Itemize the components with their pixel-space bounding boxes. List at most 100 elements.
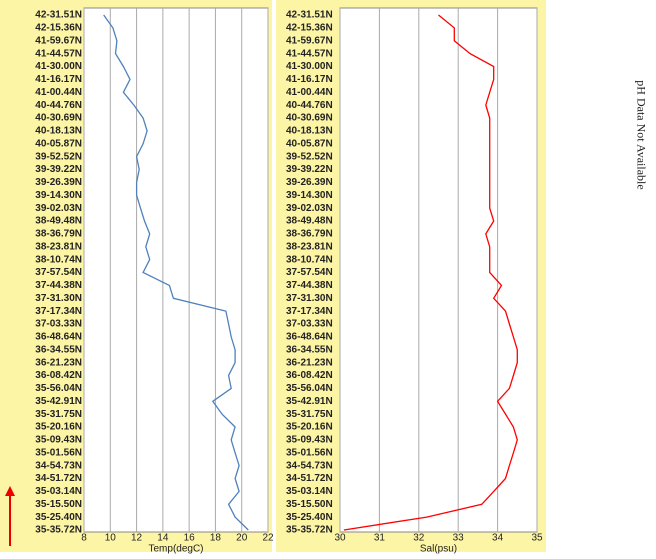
y-tick-label: 40-44.76N bbox=[35, 100, 82, 111]
y-tick-label: 41-59.67N bbox=[35, 35, 82, 46]
y-tick-label: 40-44.76N bbox=[286, 100, 333, 111]
y-tick-label: 36-21.23N bbox=[286, 357, 333, 368]
x-tick-label: 16 bbox=[184, 533, 196, 544]
y-tick-label: 41-00.44N bbox=[286, 87, 333, 98]
y-tick-label: 35-01.56N bbox=[286, 447, 333, 458]
y-tick-label: 35-01.56N bbox=[35, 447, 82, 458]
y-tick-label: 35-42.91N bbox=[286, 396, 333, 407]
y-tick-label: 34-54.73N bbox=[35, 460, 82, 471]
x-axis-label: Sal(psu) bbox=[420, 544, 457, 554]
y-tick-label: 38-23.81N bbox=[286, 241, 333, 252]
x-tick-label: 34 bbox=[492, 533, 504, 544]
y-tick-label: 35-15.50N bbox=[35, 499, 82, 510]
x-axis-label: Temp(degC) bbox=[148, 544, 203, 554]
y-tick-label: 35-56.04N bbox=[286, 383, 333, 394]
arrow-head bbox=[5, 486, 15, 496]
y-tick-label: 41-30.00N bbox=[35, 61, 82, 72]
x-tick-label: 30 bbox=[334, 533, 346, 544]
y-tick-label: 36-34.55N bbox=[286, 344, 333, 355]
x-tick-label: 8 bbox=[81, 533, 87, 544]
y-tick-label: 38-36.79N bbox=[35, 229, 82, 240]
y-tick-label: 35-31.75N bbox=[286, 409, 333, 420]
y-tick-label: 40-05.87N bbox=[286, 138, 333, 149]
y-tick-label: 40-18.13N bbox=[35, 126, 82, 137]
y-tick-label: 37-44.38N bbox=[35, 280, 82, 291]
y-tick-label: 37-57.54N bbox=[286, 267, 333, 278]
y-tick-label: 35-09.43N bbox=[286, 435, 333, 446]
plot-area bbox=[83, 7, 269, 533]
y-tick-label: 40-30.69N bbox=[286, 113, 333, 124]
y-tick-label: 42-15.36N bbox=[35, 23, 82, 34]
y-tick-label: 35-20.16N bbox=[35, 422, 82, 433]
x-tick-label: 20 bbox=[236, 533, 248, 544]
y-tick-label: 37-31.30N bbox=[286, 293, 333, 304]
y-tick-label: 35-25.40N bbox=[286, 512, 333, 523]
y-tick-label: 41-16.17N bbox=[35, 74, 82, 85]
y-tick-label: 39-02.03N bbox=[35, 203, 82, 214]
x-tick-label: 14 bbox=[157, 533, 169, 544]
y-tick-label: 37-17.34N bbox=[286, 306, 333, 317]
y-tick-label: 40-18.13N bbox=[286, 126, 333, 137]
y-tick-label: 35-03.14N bbox=[286, 486, 333, 497]
y-tick-label: 35-03.14N bbox=[35, 486, 82, 497]
y-tick-label: 38-10.74N bbox=[35, 254, 82, 265]
x-tick-label: 32 bbox=[413, 533, 425, 544]
y-tick-label: 35-15.50N bbox=[286, 499, 333, 510]
side-text: pH Data Not Available bbox=[634, 80, 648, 189]
y-tick-label: 42-31.51N bbox=[35, 10, 82, 21]
y-tick-label: 34-51.72N bbox=[286, 473, 333, 484]
y-tick-label: 35-25.40N bbox=[35, 512, 82, 523]
y-tick-label: 41-00.44N bbox=[35, 87, 82, 98]
y-tick-label: 35-31.75N bbox=[35, 409, 82, 420]
y-tick-label: 39-26.39N bbox=[286, 177, 333, 188]
y-tick-label: 37-57.54N bbox=[35, 267, 82, 278]
plot-area bbox=[339, 7, 538, 533]
y-tick-label: 38-49.48N bbox=[35, 216, 82, 227]
y-tick-label: 36-48.64N bbox=[35, 332, 82, 343]
y-tick-label: 36-48.64N bbox=[286, 332, 333, 343]
y-tick-label: 38-10.74N bbox=[286, 254, 333, 265]
y-tick-label: 36-21.23N bbox=[35, 357, 82, 368]
y-tick-label: 37-31.30N bbox=[35, 293, 82, 304]
y-tick-label: 40-05.87N bbox=[35, 138, 82, 149]
y-tick-label: 41-44.57N bbox=[286, 48, 333, 59]
y-tick-label: 35-20.16N bbox=[286, 422, 333, 433]
x-tick-label: 12 bbox=[131, 533, 143, 544]
y-tick-label: 37-03.33N bbox=[35, 319, 82, 330]
y-tick-label: 42-31.51N bbox=[286, 10, 333, 21]
y-tick-label: 36-08.42N bbox=[286, 370, 333, 381]
y-tick-label: 38-36.79N bbox=[286, 229, 333, 240]
y-tick-label: 39-26.39N bbox=[35, 177, 82, 188]
y-tick-label: 35-35.72N bbox=[286, 525, 333, 536]
data-line bbox=[103, 14, 249, 531]
y-tick-label: 37-17.34N bbox=[35, 306, 82, 317]
y-tick-label: 39-02.03N bbox=[286, 203, 333, 214]
x-tick-label: 10 bbox=[105, 533, 117, 544]
y-tick-label: 41-16.17N bbox=[286, 74, 333, 85]
y-tick-label: 35-42.91N bbox=[35, 396, 82, 407]
y-tick-label: 39-52.52N bbox=[35, 151, 82, 162]
data-line bbox=[343, 14, 518, 531]
x-tick-label: 31 bbox=[374, 533, 386, 544]
y-tick-label: 41-59.67N bbox=[286, 35, 333, 46]
x-tick-label: 22 bbox=[262, 533, 274, 544]
y-tick-label: 40-30.69N bbox=[35, 113, 82, 124]
y-tick-label: 35-35.72N bbox=[35, 525, 82, 536]
y-tick-label: 36-08.42N bbox=[35, 370, 82, 381]
y-tick-label: 38-49.48N bbox=[286, 216, 333, 227]
x-tick-label: 35 bbox=[531, 533, 543, 544]
y-tick-label: 35-56.04N bbox=[35, 383, 82, 394]
y-tick-label: 39-39.22N bbox=[286, 164, 333, 175]
y-tick-label: 38-23.81N bbox=[35, 241, 82, 252]
y-tick-label: 37-03.33N bbox=[286, 319, 333, 330]
y-tick-label: 39-39.22N bbox=[35, 164, 82, 175]
y-tick-label: 39-52.52N bbox=[286, 151, 333, 162]
y-tick-label: 39-14.30N bbox=[286, 190, 333, 201]
y-tick-label: 34-54.73N bbox=[286, 460, 333, 471]
y-tick-label: 41-30.00N bbox=[286, 61, 333, 72]
y-tick-label: 39-14.30N bbox=[35, 190, 82, 201]
x-tick-label: 18 bbox=[210, 533, 222, 544]
y-tick-label: 41-44.57N bbox=[35, 48, 82, 59]
y-tick-label: 35-09.43N bbox=[35, 435, 82, 446]
